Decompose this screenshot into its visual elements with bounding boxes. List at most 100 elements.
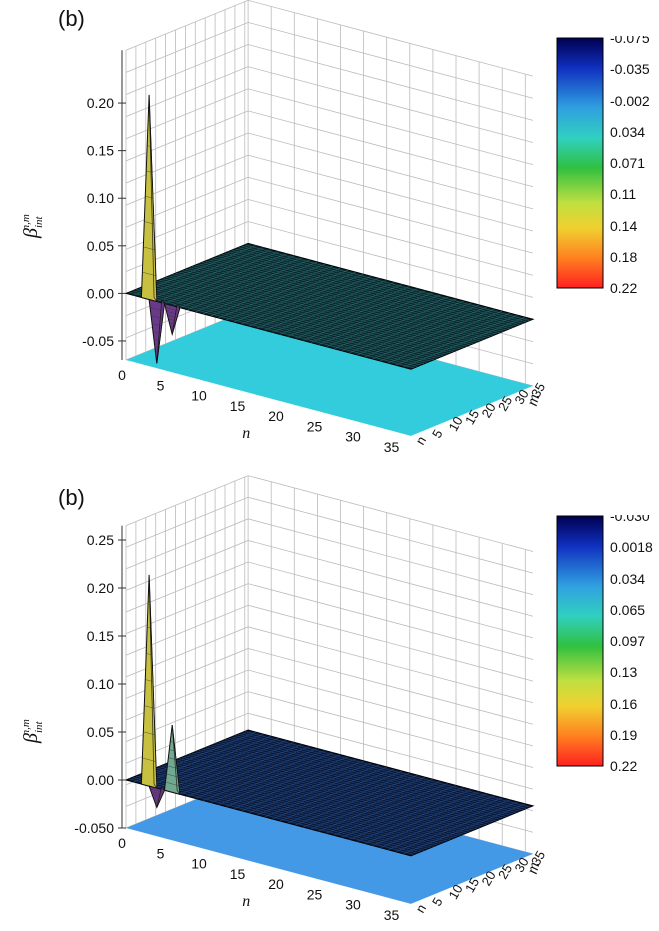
surface-mesh-line [333,785,457,836]
surface-mesh-line [158,279,444,356]
surface-mesh-line [167,765,178,769]
x-tick-label: 30 [345,897,361,913]
surface-mesh-line [167,314,178,318]
y-tick-label: 35 [528,380,548,400]
surface-mesh-line [208,746,494,823]
surface-mesh-line [341,300,464,352]
surface-mesh-line [249,762,372,814]
surface-mesh-line [224,739,510,816]
surface-mesh-line [152,282,438,359]
surface-mesh-line [164,740,287,791]
surface-mesh-line [152,796,161,800]
x-axis-label: n [242,425,250,442]
surface-plane [124,729,535,857]
colorbar-tick-label: 0.19 [610,726,638,743]
surface-mesh-line [256,278,380,329]
surface-mesh-line [215,256,501,334]
x-tick-label: 25 [307,418,323,434]
z-axis-label-sub: int [33,216,45,229]
surface-mesh-line [171,733,174,734]
surface-mesh-line [234,248,520,325]
surface-mesh-line [170,326,175,328]
wall-grid-line [125,669,534,747]
surface-mesh-line [403,317,526,368]
surface-mesh-line [141,247,264,298]
y-tick-label: n [413,902,430,916]
z-axis-label: βintn,m [20,214,45,238]
wall-grid-line [125,22,534,99]
surface-mesh-line [149,770,435,847]
y-tick-label: 15 [462,875,482,895]
x-tick-label: 10 [191,388,207,404]
surface-mesh-line [165,781,179,786]
surface-mesh-line [148,600,151,602]
surface-plot-top: (b) -0.05 0.00 0.05 0.10 0.15 0.20 0 5 10 15 20 25 3… [0,0,659,465]
x-tick-label: 0 [118,367,126,383]
wall-grid-line [125,518,534,596]
surface-mesh-line [218,754,341,805]
surface-mesh-line [145,196,154,199]
surface-mesh-line [349,789,472,840]
surface-mesh-line [162,278,448,355]
surface-mesh-line [244,731,530,808]
wall-grid-line [125,66,534,143]
z-axis-label: βintn,m [20,719,45,743]
wall-grid-line [125,110,534,188]
surface-mesh-line [169,322,176,325]
y-tick-label: 20 [479,868,499,888]
surface-mesh-line [234,735,520,812]
surface-mesh-line [142,286,428,363]
surface-mesh-line [187,259,310,311]
surface-mesh-line [149,249,272,300]
surface-mesh-line [238,733,524,811]
surface-mesh-line [172,760,458,838]
surface-mesh-line [238,247,524,324]
wall-grid-line [125,0,534,77]
surface-mesh-line [185,268,471,346]
surface-mesh-line [166,311,179,315]
surface-plot-canvas: -0.0500.000.050.100.150.200.250510152025… [74,475,604,923]
x-tick-label: 20 [268,408,284,424]
z-axis-label-sup: n,m [20,214,33,231]
colorbar-tick-label: -0.035 [610,61,650,78]
surface-mesh-line [221,253,507,331]
wall-grid-line [125,154,534,232]
surface-mesh-line [132,290,418,367]
y-tick-label: 5 [429,895,446,909]
surface-mesh-line [146,170,153,173]
y-tick-label: 20 [479,400,499,420]
surface-mesh-line [145,771,431,848]
z-tick-label: 0.10 [87,676,114,692]
x-tick-label: 35 [384,907,400,923]
surface-mesh-line [303,776,426,828]
colorbar-tick-label: 0.14 [610,217,638,234]
surface-mesh-line [195,751,481,828]
surface-mesh-line [202,263,326,315]
z-tick-label: 0.15 [87,628,114,644]
x-tick-label: 15 [230,398,246,414]
surface-mesh-line [279,284,403,335]
surface-mesh-line [287,772,410,824]
colorbar-tick-label: -0.030 [610,515,650,524]
colorbar-tick-label: 0.0018 [610,539,653,556]
colorbar-tick-label: -0.075 [610,36,650,46]
colorbar-tick-label: 0.071 [610,155,646,171]
surface-mesh-line [142,773,428,850]
surface-mesh-line [142,271,156,276]
surface-mesh-line [164,253,287,304]
surface-mesh-line [205,747,491,824]
surface-mesh-line [310,779,433,830]
z-axis-label-sup: n,m [20,719,33,736]
colorbar-tick-label: 0.13 [610,664,638,681]
z-axis-label-sub: int [33,721,45,734]
colorbar-tick-label: 0.065 [610,601,646,618]
surface-mesh-line [188,754,474,831]
surface-mesh-line [264,280,387,331]
surface-mesh-line [147,627,152,629]
surface-mesh-line [169,749,176,752]
surface-mesh-line [151,793,162,797]
wall-grid-line [125,583,534,660]
z-tick-label: 0.10 [87,190,114,206]
colorbar-tick-label: 0.18 [610,248,638,265]
surface-mesh-line [195,261,318,313]
